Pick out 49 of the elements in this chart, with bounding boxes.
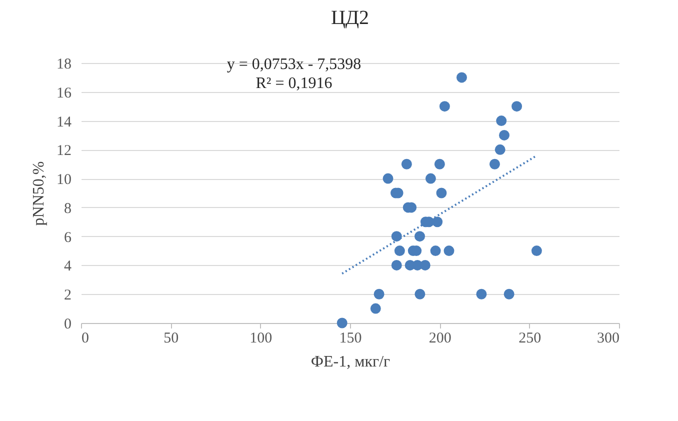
point (401, 158, 412, 170)
point (489, 158, 500, 170)
point (414, 288, 426, 300)
point (391, 260, 402, 270)
point (336, 318, 348, 328)
chart-title: ЦД2 (330, 7, 370, 29)
y-tick-label: 8 (64, 200, 72, 217)
point (512, 101, 522, 112)
annotation: R² = 0,1916 (256, 75, 332, 92)
point (391, 231, 402, 242)
point (430, 246, 441, 256)
point (394, 246, 405, 256)
point (494, 144, 506, 155)
x-tick-label: 100 (250, 330, 272, 346)
point (456, 72, 467, 83)
point (531, 246, 542, 256)
point (374, 288, 384, 300)
x-tick-label: 150 (339, 330, 362, 346)
point (504, 288, 514, 300)
y-tick-label: 4 (64, 258, 72, 275)
x-tick-label: 50 (164, 330, 179, 346)
y-tick-label: 10 (56, 172, 72, 188)
y-tick-label: 14 (56, 114, 72, 130)
point (444, 246, 454, 256)
y-tick-label: 12 (56, 143, 72, 160)
x-tick-label: 200 (428, 330, 452, 346)
point (436, 188, 447, 198)
point (370, 303, 381, 314)
point (414, 231, 426, 242)
point (382, 173, 394, 184)
x-tick-label: 250 (518, 330, 542, 346)
point (432, 216, 443, 228)
y-tick-label: 2 (64, 288, 72, 304)
y-tick-label: 16 (56, 85, 72, 102)
x-tick-label: 300 (597, 330, 620, 346)
annotation: y = 0,0753x - 7,5398 (226, 56, 362, 73)
y-tick-label: 18 (56, 56, 72, 72)
point (439, 101, 450, 112)
x-axis-title: ФЕ-1, мкг/г (310, 354, 391, 370)
y-axis-title: pNN50,% (30, 161, 48, 226)
y-tick-label: 0 (64, 316, 72, 332)
point (496, 116, 507, 126)
point (476, 288, 487, 300)
point (434, 158, 445, 170)
point (498, 130, 510, 140)
point (420, 260, 430, 270)
x-tick-label: 0 (82, 330, 89, 346)
y-tick-label: 6 (64, 230, 72, 246)
point (425, 173, 436, 184)
